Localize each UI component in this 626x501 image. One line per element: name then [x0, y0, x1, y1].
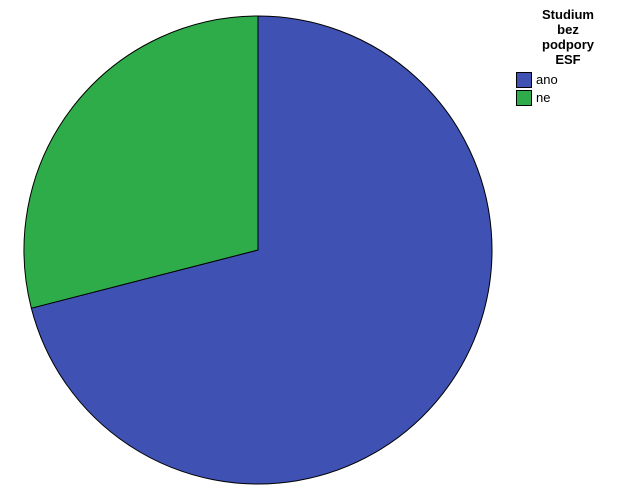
- legend-label: ne: [536, 91, 550, 104]
- legend-item: ano: [516, 72, 620, 88]
- legend-item: ne: [516, 90, 620, 106]
- legend-label: ano: [536, 73, 558, 86]
- legend-title: StudiumbezpodporyESF: [516, 8, 620, 68]
- legend: StudiumbezpodporyESF ano ne: [516, 8, 620, 106]
- legend-swatch: [516, 90, 532, 106]
- pie-chart: [18, 10, 498, 490]
- chart-container: StudiumbezpodporyESF ano ne: [0, 0, 626, 501]
- legend-swatch: [516, 72, 532, 88]
